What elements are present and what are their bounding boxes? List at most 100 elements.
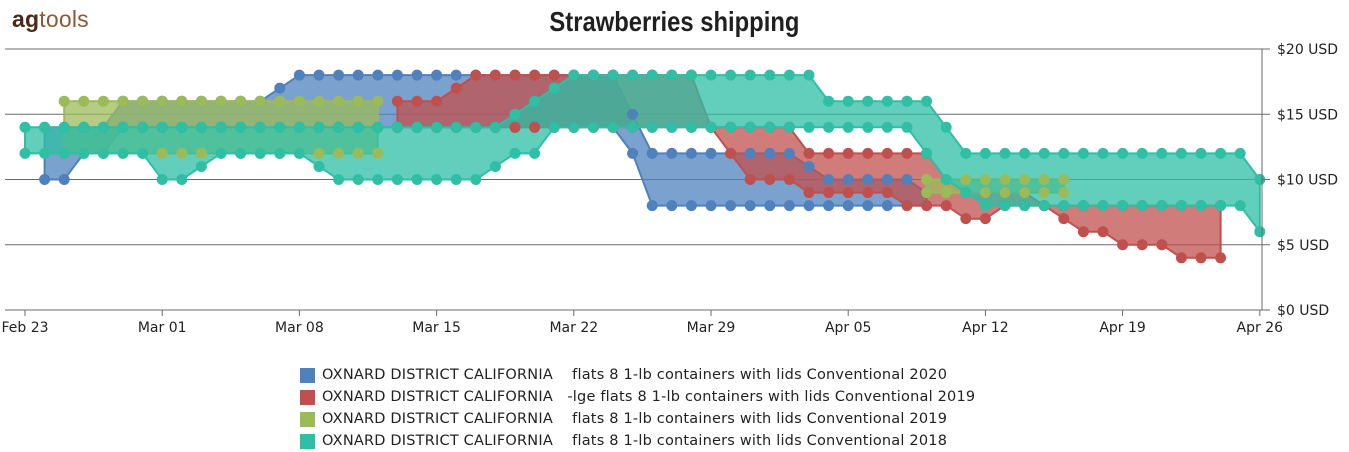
data-point-high	[58, 121, 70, 133]
data-point-low	[823, 187, 835, 199]
data-point-high	[156, 121, 168, 133]
data-point-high	[744, 69, 756, 81]
y-axis: $0 USD $5 USD $10 USD $15 USD $20 USD	[1261, 42, 1338, 319]
data-point-high	[333, 121, 345, 133]
data-point-high	[97, 95, 109, 107]
data-point-high	[1038, 147, 1050, 159]
data-point-low	[372, 147, 384, 159]
logo-text-ag: ag	[12, 6, 40, 32]
data-point-high	[450, 82, 462, 94]
data-point-high	[705, 69, 717, 81]
data-point-low	[1038, 187, 1050, 199]
data-point-high	[391, 69, 403, 81]
x-tick-label: Mar 22	[549, 320, 598, 336]
data-point-high	[1234, 147, 1246, 159]
data-point-low	[1038, 200, 1050, 212]
data-point-low	[1097, 200, 1109, 212]
data-point-high	[431, 69, 443, 81]
data-point-low	[313, 147, 325, 159]
data-point-high	[783, 69, 795, 81]
data-point-high	[509, 69, 521, 81]
data-point-high	[372, 121, 384, 133]
data-point-low	[881, 121, 893, 133]
data-point-low	[646, 121, 658, 133]
data-point-high	[431, 95, 443, 107]
data-point-high	[764, 147, 776, 159]
agtools-logo[interactable]: agtools	[12, 6, 89, 33]
legend-item[interactable]: OXNARD DISTRICT CALIFORNIA flats 8 1-lb …	[300, 408, 975, 430]
data-point-high	[137, 121, 149, 133]
data-point-high	[489, 69, 501, 81]
data-point-low	[999, 187, 1011, 199]
data-point-high	[97, 121, 109, 133]
data-point-high	[666, 147, 678, 159]
data-point-high	[352, 69, 364, 81]
data-point-high	[293, 95, 305, 107]
data-point-low	[352, 147, 364, 159]
data-point-low	[803, 187, 815, 199]
data-point-high	[254, 95, 266, 107]
data-point-low	[823, 121, 835, 133]
data-point-high	[960, 147, 972, 159]
data-point-high	[215, 121, 227, 133]
data-point-high	[823, 174, 835, 185]
data-point-low	[489, 160, 501, 172]
data-point-high	[842, 147, 854, 159]
data-point-high	[235, 95, 247, 107]
data-point-high	[685, 69, 697, 81]
data-point-low	[705, 121, 717, 133]
data-point-high	[235, 121, 247, 133]
data-point-high	[411, 95, 423, 107]
x-tick-label: Feb 23	[1, 320, 48, 336]
data-point-high	[450, 69, 462, 81]
data-point-low	[293, 147, 305, 159]
data-point-low	[1156, 200, 1168, 212]
data-point-high	[293, 69, 305, 81]
data-point-low	[803, 121, 815, 133]
data-point-high	[862, 147, 874, 159]
data-point-low	[97, 147, 109, 159]
data-point-low	[960, 213, 972, 225]
data-point-high	[1156, 147, 1168, 159]
data-point-low	[685, 121, 697, 133]
x-tick-label: Apr 19	[1099, 320, 1145, 336]
data-point-high	[391, 95, 403, 107]
data-point-high	[352, 95, 364, 107]
data-point-low	[313, 160, 325, 172]
data-point-low	[1077, 226, 1089, 238]
data-point-low	[862, 121, 874, 133]
data-point-low	[1215, 252, 1227, 264]
legend-item[interactable]: OXNARD DISTRICT CALIFORNIA -lge flats 8 …	[300, 386, 975, 408]
data-point-low	[352, 174, 364, 185]
data-point-low	[764, 121, 776, 133]
data-point-low	[1019, 187, 1031, 199]
data-point-high	[979, 147, 991, 159]
legend-item[interactable]: OXNARD DISTRICT CALIFORNIA flats 8 1-lb …	[300, 364, 975, 386]
data-point-high	[78, 95, 90, 107]
data-point-high	[411, 121, 423, 133]
data-point-high	[1215, 147, 1227, 159]
data-point-low	[587, 121, 599, 133]
data-point-low	[940, 187, 952, 199]
data-point-high	[1058, 147, 1070, 159]
data-point-low	[548, 121, 560, 133]
data-point-high	[431, 121, 443, 133]
data-point-low	[685, 200, 697, 212]
data-point-high	[823, 95, 835, 107]
data-point-low	[137, 147, 149, 159]
data-point-high	[881, 174, 893, 185]
data-point-high	[1038, 174, 1050, 185]
data-point-high	[1254, 174, 1266, 185]
data-point-low	[1254, 226, 1266, 238]
data-point-low	[960, 187, 972, 199]
data-point-low	[215, 147, 227, 159]
legend-item[interactable]: OXNARD DISTRICT CALIFORNIA flats 8 1-lb …	[300, 430, 975, 452]
data-point-high	[137, 95, 149, 107]
data-point-low	[783, 121, 795, 133]
legend-label: OXNARD DISTRICT CALIFORNIA -lge flats 8 …	[322, 389, 976, 405]
data-point-high	[803, 69, 815, 81]
legend-label: OXNARD DISTRICT CALIFORNIA flats 8 1-lb …	[322, 367, 948, 383]
data-point-high	[1058, 174, 1070, 185]
data-point-high	[725, 69, 737, 81]
data-point-high	[666, 69, 678, 81]
